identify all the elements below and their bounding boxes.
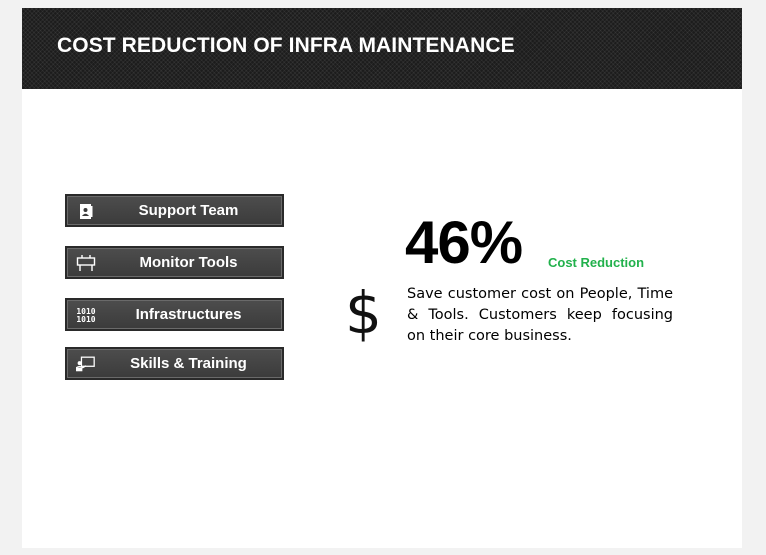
presentation-icon [76, 355, 96, 373]
infrastructures-button[interactable]: 1010 1010 Infrastructures [65, 298, 284, 331]
dollar-icon: $ [345, 279, 382, 347]
stat-description: Save customer cost on People, Time & Too… [407, 286, 673, 344]
svg-text:1010: 1010 [76, 315, 95, 324]
binary-code-icon: 1010 1010 [76, 306, 96, 324]
svg-text:1010: 1010 [76, 307, 95, 316]
skills-training-label: Skills & Training [130, 355, 247, 372]
page-title: COST REDUCTION OF INFRA MAINTENANCE [57, 34, 515, 57]
monitor-tools-label: Monitor Tools [139, 254, 238, 271]
cost-reduction-label: Cost Reduction [548, 255, 645, 270]
support-team-button[interactable]: Support Team [65, 194, 284, 227]
support-team-label: Support Team [138, 202, 239, 219]
percent-value: 46% [405, 209, 523, 276]
header-banner: COST REDUCTION OF INFRA MAINTENANCE [22, 8, 742, 89]
slide: COST REDUCTION OF INFRA MAINTENANCE Supp… [22, 8, 742, 548]
skills-training-button[interactable]: Skills & Training [65, 347, 284, 380]
monitor-board-icon [76, 254, 96, 272]
infrastructures-label: Infrastructures [135, 306, 242, 323]
contact-card-icon [76, 202, 96, 220]
monitor-tools-button[interactable]: Monitor Tools [65, 246, 284, 279]
